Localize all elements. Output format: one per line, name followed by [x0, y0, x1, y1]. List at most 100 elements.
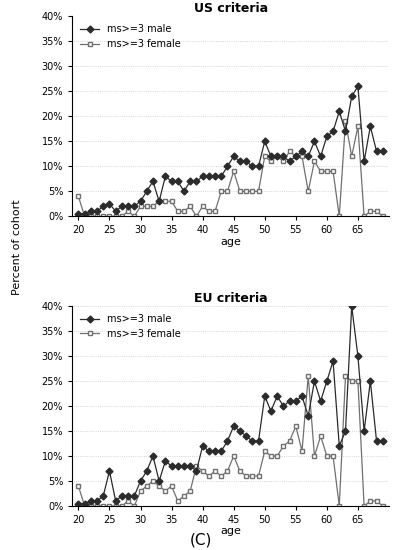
ms>=3 female [287, 148, 292, 155]
ms>=3 female [381, 503, 385, 509]
ms>=3 female [95, 213, 99, 219]
ms>=3 female [368, 208, 373, 214]
ms>=3 female [113, 503, 118, 509]
ms>=3 male [169, 463, 174, 469]
ms>=3 male [269, 153, 273, 159]
ms>=3 male [374, 148, 379, 155]
ms>=3 male [95, 498, 99, 504]
ms>=3 female [213, 208, 217, 214]
ms>=3 male [312, 138, 317, 145]
Line: ms>=3 female: ms>=3 female [76, 373, 385, 508]
ms>=3 female [318, 168, 323, 175]
ms>=3 male [374, 438, 379, 444]
ms>=3 female [163, 488, 168, 494]
ms>=3 male [213, 448, 217, 454]
ms>=3 female [306, 188, 311, 195]
ms>=3 female [349, 378, 354, 384]
ms>=3 female [356, 123, 360, 130]
ms>=3 male [95, 208, 99, 214]
ms>=3 female [200, 468, 205, 474]
ms>=3 female [312, 158, 317, 164]
ms>=3 female [381, 213, 385, 219]
ms>=3 male [256, 438, 261, 444]
ms>=3 female [182, 208, 186, 214]
ms>=3 male [256, 163, 261, 169]
ms>=3 female [269, 158, 273, 164]
ms>=3 male [119, 493, 124, 499]
ms>=3 male [200, 443, 205, 449]
Text: Percent of cohort: Percent of cohort [12, 200, 22, 295]
ms>=3 female [294, 423, 298, 430]
ms>=3 female [144, 483, 149, 490]
ms>=3 female [138, 488, 143, 494]
ms>=3 male [138, 198, 143, 205]
ms>=3 female [331, 168, 336, 175]
ms>=3 male [207, 173, 211, 180]
ms>=3 female [343, 118, 348, 125]
ms>=3 female [312, 453, 317, 459]
ms>=3 female [324, 453, 329, 459]
ms>=3 male [76, 211, 81, 217]
ms>=3 female [82, 503, 87, 509]
ms>=3 male [281, 153, 286, 159]
ms>=3 female [318, 433, 323, 439]
ms>=3 female [250, 188, 255, 195]
ms>=3 female [324, 168, 329, 175]
ms>=3 female [374, 208, 379, 214]
ms>=3 female [76, 193, 81, 200]
ms>=3 female [275, 453, 279, 459]
ms>=3 female [231, 453, 236, 459]
ms>=3 female [82, 213, 87, 219]
ms>=3 female [150, 478, 155, 485]
ms>=3 female [213, 468, 217, 474]
ms>=3 male [144, 468, 149, 474]
ms>=3 male [368, 123, 373, 130]
ms>=3 female [219, 473, 224, 480]
ms>=3 male [76, 500, 81, 507]
ms>=3 female [331, 453, 336, 459]
ms>=3 male [182, 463, 186, 469]
ms>=3 female [368, 498, 373, 504]
ms>=3 female [207, 473, 211, 480]
ms>=3 female [237, 468, 242, 474]
ms>=3 male [119, 203, 124, 210]
ms>=3 male [312, 378, 317, 384]
ms>=3 female [300, 153, 304, 159]
ms>=3 female [150, 203, 155, 210]
ms>=3 female [194, 463, 199, 469]
ms>=3 female [244, 188, 249, 195]
ms>=3 male [300, 393, 304, 399]
ms>=3 female [144, 203, 149, 210]
ms>=3 female [300, 448, 304, 454]
ms>=3 male [250, 163, 255, 169]
Legend: ms>=3 male, ms>=3 female: ms>=3 male, ms>=3 female [77, 21, 184, 52]
ms>=3 male [88, 208, 93, 214]
ms>=3 male [306, 413, 311, 420]
ms>=3 male [163, 173, 168, 180]
ms>=3 male [349, 303, 354, 310]
ms>=3 male [287, 398, 292, 404]
ms>=3 female [76, 483, 81, 490]
ms>=3 female [219, 188, 224, 195]
ms>=3 male [318, 398, 323, 404]
ms>=3 male [294, 398, 298, 404]
ms>=3 female [107, 503, 112, 509]
ms>=3 male [262, 138, 267, 145]
ms>=3 male [331, 358, 336, 365]
ms>=3 male [219, 173, 224, 180]
ms>=3 female [362, 213, 367, 219]
Line: ms>=3 male: ms>=3 male [76, 304, 385, 506]
ms>=3 female [349, 153, 354, 159]
ms>=3 male [343, 128, 348, 135]
ms>=3 male [231, 153, 236, 159]
ms>=3 male [225, 163, 230, 169]
ms>=3 female [287, 438, 292, 444]
ms>=3 female [126, 208, 130, 214]
ms>=3 male [107, 468, 112, 474]
ms>=3 female [281, 443, 286, 449]
ms>=3 male [225, 438, 230, 444]
ms>=3 male [126, 203, 130, 210]
ms>=3 female [169, 198, 174, 205]
ms>=3 male [324, 378, 329, 384]
ms>=3 female [88, 213, 93, 219]
